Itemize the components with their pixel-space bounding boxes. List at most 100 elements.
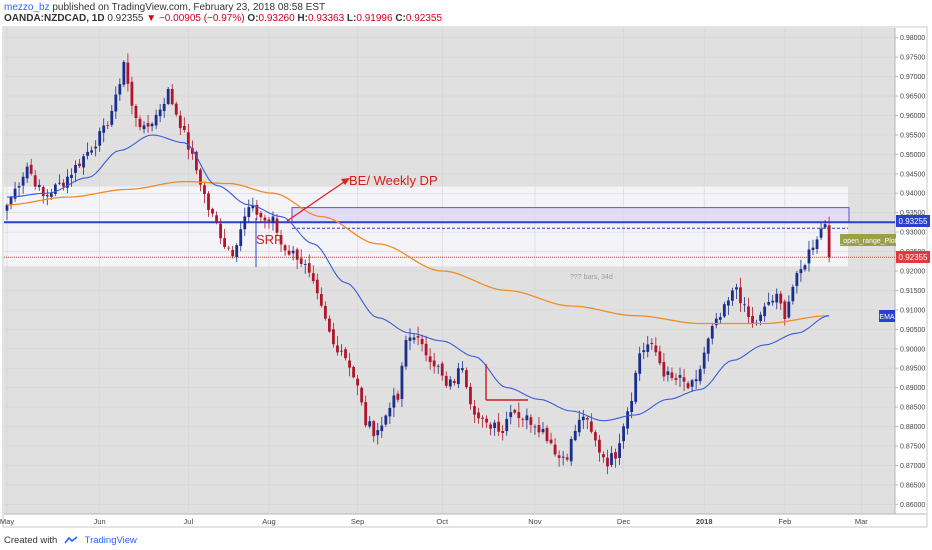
candle [311,265,315,284]
candle-body [630,400,634,413]
candle [598,434,601,462]
candle [747,297,750,324]
candle-body [726,300,730,306]
price-tick-label: 0.91500 [900,288,925,295]
candle-body [481,417,484,419]
candle [178,110,182,136]
candle-body [529,417,533,425]
candle-body [690,380,694,387]
grid-lines [4,28,898,514]
candle [731,287,734,307]
candle [819,222,823,241]
author-link[interactable]: mezzo_bz [4,2,50,13]
candle-body [803,265,807,270]
candle [622,423,625,449]
candle [666,366,670,382]
candle-body [513,409,517,413]
price-tick-label: 0.87500 [900,443,925,450]
candle-body [336,345,339,353]
price-chart[interactable]: BE/ Weekly DP SRF ??? bars, 34d 0.980000… [0,24,932,530]
candle-body [251,205,255,209]
price-tick-label: 0.86000 [900,502,925,509]
candle-body [41,187,45,197]
candle [25,162,29,184]
open-range-tag-text: _open_range_Plot [838,238,896,245]
range-zone [4,186,848,267]
candle [142,121,146,134]
candle-body [279,235,283,245]
candle [295,247,299,270]
candle-body [553,444,557,455]
symbol-label: OANDA:NZDCAD, 1D [4,13,105,24]
candle [489,422,492,436]
candle [811,239,815,256]
candle [767,292,771,306]
candle-body [686,383,690,389]
candle-body [722,304,726,317]
candle-body [376,430,380,436]
arrow-line [286,179,348,222]
candle-body [767,302,771,305]
candle-body [545,427,549,442]
candle-body [735,287,738,290]
tradingview-brand[interactable]: TradingView [84,535,137,546]
candle-body [78,163,81,167]
time-tick-label: Aug [262,517,275,526]
chart-header: mezzo_bz published on TradingView.com, F… [4,2,604,24]
candle [400,362,404,407]
candle-body [400,365,404,400]
time-tick-label: Sep [351,517,364,526]
candle [610,446,613,468]
candle-body [190,148,194,154]
time-tick-label: Mar [855,517,868,526]
candle-body [557,455,561,458]
candle [376,423,380,445]
candle-body [239,229,243,247]
candle-body [195,151,198,171]
candle [779,290,783,311]
candle [658,345,662,366]
candle [239,221,243,252]
candle-body [356,378,360,386]
candle-body [537,425,541,433]
candle [328,315,331,333]
candle [456,362,460,389]
candle-body [207,193,210,210]
candle-body [219,223,222,239]
candle [481,415,484,428]
weekly-dp-box[interactable] [291,207,850,223]
candle [247,199,251,223]
candle-body [299,258,303,264]
candle [735,283,738,300]
candle-body [444,375,448,386]
candle-body [440,363,444,376]
candle-body [384,415,388,425]
candle [553,438,557,457]
tradingview-logo-icon [64,536,78,544]
candle [448,376,452,390]
high-label: H: [297,13,308,24]
candle-body [315,279,319,294]
open-range-tag [840,234,896,246]
candle [618,433,621,465]
candle [243,207,247,237]
candle [207,191,210,217]
price-tag-red [896,251,930,263]
candle [315,273,319,300]
candle [392,387,396,418]
time-tick-label: Nov [528,517,542,526]
price-tags: 0.93255 _open_range_Plot 0.92355 EMA [838,215,930,322]
candle [303,259,307,274]
candle [722,301,726,318]
candle-body [811,247,815,251]
candle [158,104,162,123]
candle [412,333,416,344]
candle [86,142,89,160]
candle [589,413,593,434]
drawings [255,178,528,401]
time-tick-label: Jul [184,517,194,526]
candle [267,216,271,229]
candle [380,416,384,438]
candle [110,104,114,128]
candle-body [130,81,134,106]
